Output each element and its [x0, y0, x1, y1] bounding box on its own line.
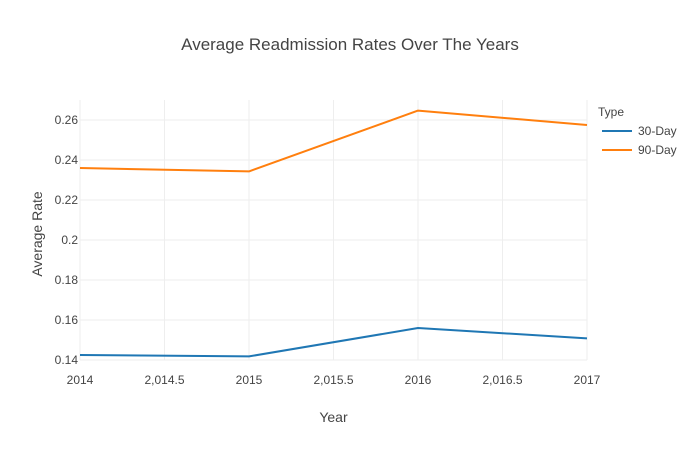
x-tick-label: 2015 — [236, 373, 263, 387]
y-tick-label: 0.26 — [55, 113, 79, 127]
chart-title: Average Readmission Rates Over The Years — [181, 35, 519, 54]
x-tick-label: 2017 — [574, 373, 601, 387]
x-tick-label: 2,016.5 — [482, 373, 522, 387]
y-tick-label: 0.18 — [55, 273, 79, 287]
grid-layer — [79, 100, 588, 361]
y-tick-label: 0.16 — [55, 313, 79, 327]
x-axis-title: Year — [319, 409, 348, 425]
legend-label-30-day[interactable]: 30-Day — [638, 124, 677, 138]
y-tick-label: 0.14 — [55, 353, 79, 367]
legend[interactable]: Type 30-Day 90-Day — [598, 105, 677, 157]
y-tick-label: 0.24 — [55, 153, 79, 167]
x-tick-label: 2,014.5 — [144, 373, 184, 387]
y-tick-label: 0.2 — [61, 233, 78, 247]
axis-layer: 2014 2,014.5 2015 2,015.5 2016 2,016.5 2017 0.1… — [55, 113, 601, 387]
series-layer — [79, 109, 588, 358]
y-axis-title: Average Rate — [29, 191, 45, 277]
x-tick-label: 2,015.5 — [313, 373, 353, 387]
x-tick-label: 2016 — [405, 373, 432, 387]
legend-title: Type — [598, 105, 624, 119]
y-tick-label: 0.22 — [55, 193, 79, 207]
legend-label-90-day[interactable]: 90-Day — [638, 143, 677, 157]
x-tick-label: 2014 — [67, 373, 94, 387]
series-line-30-day[interactable] — [79, 327, 588, 358]
series-line-90-day[interactable] — [79, 109, 588, 173]
